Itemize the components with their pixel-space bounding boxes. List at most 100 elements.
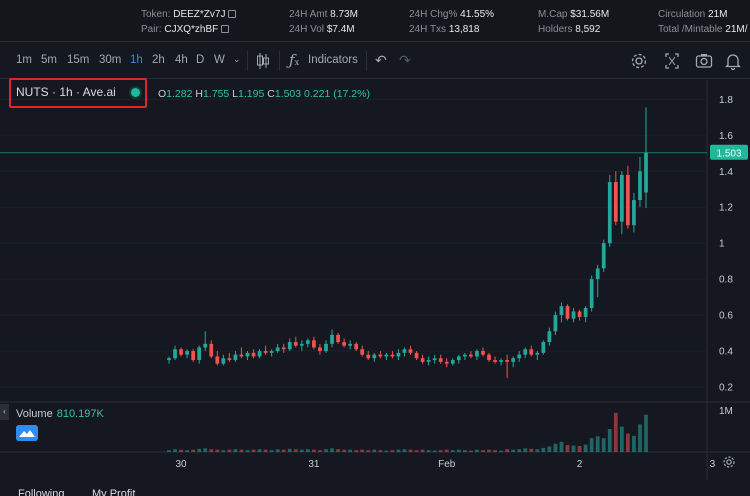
timeframe-d[interactable]: D [196, 54, 205, 66]
volume-bars [167, 412, 648, 452]
volume-bar [287, 448, 292, 452]
symbol-title[interactable]: NUTS · 1h · Ave.ai [16, 85, 116, 99]
settings-icon[interactable] [630, 51, 648, 71]
candle-body [396, 352, 401, 357]
chg-value: 41.55% [460, 9, 495, 20]
timeframe-5m[interactable]: 5m [41, 54, 57, 66]
amt-stat: 24H Amt 8.73M [289, 9, 358, 21]
volume-bar [408, 449, 413, 452]
timeframe-1h[interactable]: 1h [130, 54, 143, 66]
y-tick-label: 0.6 [719, 311, 733, 322]
live-status-dot [131, 88, 140, 97]
candle-body [318, 347, 322, 352]
volume-bar [191, 449, 196, 452]
volume-bar [450, 450, 455, 452]
volume-bar [336, 449, 340, 452]
volume-bar [601, 438, 606, 452]
candlestick-type-icon[interactable] [255, 51, 271, 71]
volume-bar [529, 448, 534, 452]
chevron-down-icon[interactable]: ⌄ [233, 54, 241, 64]
volume-bar [390, 450, 395, 452]
holders-stat: Holders 8,592 [538, 24, 600, 36]
candle-body [517, 354, 522, 359]
tab-following[interactable]: Following [18, 488, 65, 496]
volume-bar [173, 449, 177, 452]
timeframe-w[interactable]: W [214, 54, 225, 66]
volume-bar [456, 449, 461, 452]
candle-body [438, 358, 443, 362]
chart-toolbar: 1m 5m 15m 30m 1h 2h 4h D W ⌄ ƒx Indicato… [0, 43, 750, 79]
volume-bar [462, 450, 467, 452]
volume-bar [372, 449, 377, 452]
volume-bar [475, 449, 479, 452]
volume-bar [318, 450, 322, 452]
candle-body [456, 356, 461, 361]
volume-bar [233, 449, 238, 452]
candle-body [481, 351, 485, 355]
candle-body [619, 174, 624, 222]
volume-bar [444, 449, 449, 452]
candle-body [185, 351, 189, 355]
txs-label: 24H Txs [409, 24, 447, 35]
redo-icon[interactable]: ↷ [399, 52, 411, 68]
candle-body [312, 340, 316, 348]
candle-body [553, 315, 558, 332]
timeframe-30m[interactable]: 30m [99, 54, 122, 66]
indicators-button[interactable]: Indicators [308, 54, 358, 66]
txs-value: 13,818 [448, 24, 480, 35]
volume-bar [378, 450, 383, 452]
volume-bar [251, 449, 256, 452]
volume-bar [354, 450, 359, 452]
candle-body [275, 347, 280, 352]
timeframe-4h[interactable]: 4h [175, 54, 188, 66]
timeframe-2h[interactable]: 2h [152, 54, 165, 66]
volume-bar [613, 412, 618, 452]
copy-icon[interactable] [228, 10, 237, 18]
pair-value: CJXQ*zhBF [164, 24, 219, 35]
copy-icon[interactable] [221, 25, 230, 33]
volume-bar [420, 449, 425, 452]
timeframe-15m[interactable]: 15m [67, 54, 90, 66]
toolbar-divider [247, 51, 248, 71]
volume-bar [396, 449, 401, 452]
volume-bar [306, 449, 310, 452]
volume-bar [577, 446, 582, 452]
mcap-stat: M.Cap $31.56M [538, 9, 609, 21]
price-chart[interactable]: 0.2 0.4 0.6 0.8 1 1.2 1.4 1.6 1.8 1M 30 31 Feb 2 3 1.… [0, 80, 750, 480]
volume-bar [221, 450, 226, 452]
x-tick-label: 31 [308, 459, 320, 470]
fullscreen-icon[interactable] [664, 51, 680, 71]
tab-my-profit[interactable]: My Profit [92, 488, 136, 496]
candle-body [390, 354, 395, 357]
y-tick-label: 1.8 [719, 95, 733, 106]
volume-bar [607, 429, 612, 452]
circulation-stat: Circulation 21M [658, 9, 727, 21]
collapse-arrow-icon[interactable]: ‹ [0, 404, 9, 420]
x-tick-label: 2 [577, 459, 583, 470]
y-tick-label: 1 [719, 239, 725, 250]
stats-bar: Token: DEEZ*Zv7J Pair: CJXQ*zhBF 24H Amt… [0, 0, 750, 42]
volume-bar [565, 445, 570, 452]
volume-bar [293, 449, 298, 452]
function-icon[interactable]: ƒx [289, 51, 300, 69]
undo-icon[interactable]: ↶ [375, 52, 387, 68]
volume-bar [414, 450, 419, 452]
candle-body [348, 343, 353, 346]
candle-body [414, 352, 419, 359]
volume-bar [505, 449, 509, 452]
settings-icon[interactable] [722, 455, 736, 469]
candle-body [638, 171, 642, 201]
candle-body [251, 352, 256, 357]
candle-body [450, 360, 455, 364]
candle-body [613, 182, 618, 222]
candle-body [179, 349, 183, 355]
bell-icon[interactable] [725, 51, 741, 71]
candle-body [505, 360, 509, 362]
camera-icon[interactable] [695, 51, 713, 71]
candle-body [535, 352, 540, 355]
volume-bar [438, 450, 443, 452]
timeframe-1m[interactable]: 1m [16, 54, 32, 66]
volume-bar [179, 449, 183, 452]
volume-bar [432, 450, 437, 452]
toolbar-divider [366, 51, 367, 71]
